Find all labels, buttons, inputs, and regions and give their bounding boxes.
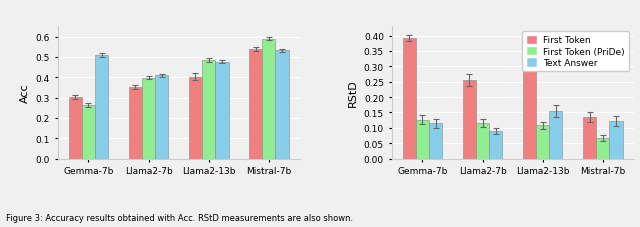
Bar (583, 118, 596, 159)
Bar (429, 124, 442, 159)
Bar (189, 77, 202, 159)
Bar (416, 120, 429, 159)
Bar (155, 76, 168, 159)
Bar (463, 81, 476, 159)
Bar (536, 126, 549, 159)
Bar (523, 67, 536, 159)
Bar (275, 51, 289, 159)
Bar (596, 138, 609, 159)
Bar (609, 121, 623, 159)
Bar (262, 39, 275, 159)
Legend: First Token, First Token (PriDe), Text Answer: First Token, First Token (PriDe), Text A… (522, 32, 629, 72)
Bar (215, 62, 228, 159)
Y-axis label: Acc: Acc (20, 83, 30, 103)
Bar (129, 88, 142, 159)
Bar (95, 56, 108, 159)
Bar (489, 131, 502, 159)
Text: Figure 3: Accuracy results obtained with Acc. RStD measurements are also shown.: Figure 3: Accuracy results obtained with… (6, 214, 353, 222)
Y-axis label: RStD: RStD (348, 79, 358, 107)
Bar (202, 61, 215, 159)
Bar (476, 124, 489, 159)
Bar (249, 50, 262, 159)
Bar (142, 79, 155, 159)
Bar (82, 105, 95, 159)
Bar (68, 98, 82, 159)
Bar (403, 39, 416, 159)
Bar (549, 112, 563, 159)
